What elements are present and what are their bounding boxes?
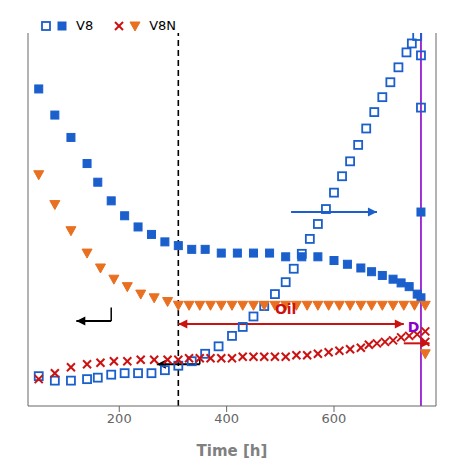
svg-text:D: D: [408, 319, 420, 335]
svg-text:Time [h]: Time [h]: [197, 442, 268, 460]
svg-text:200: 200: [107, 411, 132, 426]
svg-text:Oil: Oil: [275, 301, 297, 317]
html-text:V8N: V8N: [149, 18, 177, 33]
svg-text:400: 400: [214, 411, 239, 426]
html-text:V8: V8: [76, 18, 94, 33]
svg-text:600: 600: [322, 411, 347, 426]
